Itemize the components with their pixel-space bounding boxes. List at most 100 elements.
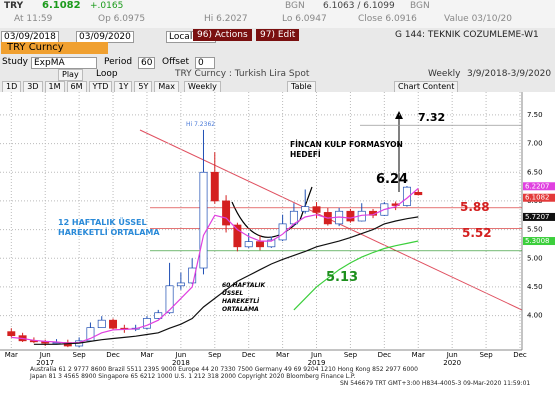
value-tag xyxy=(523,212,555,221)
chart: 4.004.505.005.506.006.507.007.50MarJunSe… xyxy=(0,92,555,367)
x-tick-label: Jun xyxy=(39,351,51,359)
period[interactable]: 60 xyxy=(138,57,156,69)
x-tick-label: Jun xyxy=(446,351,458,359)
low: Lo 6.0947 xyxy=(282,14,327,24)
candle-body xyxy=(346,210,355,222)
time: At 11:59 xyxy=(14,14,53,24)
value-tag xyxy=(523,237,555,246)
ticker: TRY xyxy=(4,1,24,11)
x-tick-label: Mar xyxy=(140,351,153,359)
value-tag-label: 5.7207 xyxy=(525,213,550,221)
x-tick-label: Dec xyxy=(106,351,120,359)
candle-body xyxy=(256,241,264,248)
plot xyxy=(0,92,522,350)
year-label: 2020 xyxy=(443,359,461,367)
level-label: 5.13 xyxy=(326,269,359,285)
candle-body xyxy=(222,200,231,226)
play-button[interactable]: Play xyxy=(58,69,83,81)
offset-label: Offset xyxy=(162,57,190,67)
value-date: Value 03/10/20 xyxy=(444,14,512,24)
x-tick-label: Mar xyxy=(412,351,425,359)
close: Close 6.0916 xyxy=(358,14,417,24)
candle-body xyxy=(244,241,253,248)
value-tag xyxy=(523,193,555,202)
actions-button[interactable]: 96) Actions xyxy=(193,29,252,41)
y-tick-label: 5.50 xyxy=(527,226,543,234)
candle-body xyxy=(97,319,106,328)
series-label: 60 HAFTALIK ÜSSEL HAREKETLİ ORTALAMA xyxy=(222,282,266,313)
candle-body xyxy=(199,171,208,269)
candle-body xyxy=(402,186,411,206)
annotation: 6.24 xyxy=(376,172,409,187)
source: BGN xyxy=(285,1,305,11)
x-tick-label: Mar xyxy=(5,351,18,359)
value-tag-label: 5.3008 xyxy=(525,237,550,245)
candle-body xyxy=(312,206,321,213)
year-label: 2017 xyxy=(36,359,54,367)
edit-button[interactable]: 97) Edit xyxy=(256,29,300,41)
y-tick-label: 6.50 xyxy=(527,168,543,176)
annotation: Hi 7.2362 xyxy=(186,121,216,128)
candle-body xyxy=(188,267,197,284)
study[interactable]: ExpMA xyxy=(31,57,97,69)
value-tag xyxy=(523,182,555,191)
high: Hi 6.2027 xyxy=(204,14,248,24)
x-tick-label: Dec xyxy=(378,351,392,359)
level-label: 7.32 xyxy=(418,111,446,125)
open: Op 6.0975 xyxy=(98,14,146,24)
x-tick-label: Sep xyxy=(73,351,87,359)
candle-body xyxy=(233,224,242,248)
annotation: FİNCAN KULP FORMASYON HEDEFİ xyxy=(290,140,403,159)
study-label: Study xyxy=(2,57,28,67)
y-tick-label: 4.50 xyxy=(527,283,543,291)
change: +.0165 xyxy=(90,1,124,11)
candle-body xyxy=(301,206,310,212)
period-label: Period xyxy=(104,57,133,67)
candle-body xyxy=(176,282,185,287)
x-tick-label: Jun xyxy=(310,351,322,359)
value-tag-label: 6.2207 xyxy=(525,182,550,190)
level-label: 5.88 xyxy=(460,199,490,214)
candle-body xyxy=(142,318,151,329)
candle-body xyxy=(109,319,118,329)
description: TRY Curncy : Turkish Lira Spot xyxy=(175,69,310,79)
series-label: 12 HAFTALIK ÜSSEL HAREKETLİ ORTALAMA xyxy=(58,218,160,237)
year-label: 2018 xyxy=(172,359,190,367)
value-tag-label: 6.1082 xyxy=(525,194,550,202)
candle-body xyxy=(165,285,174,314)
candle-body xyxy=(154,312,163,319)
candle-body xyxy=(210,171,219,202)
level-label: 5.52 xyxy=(462,226,492,241)
candle-body xyxy=(267,239,276,248)
candle-body xyxy=(7,331,16,337)
page-title: G 144: TEKNIK COZUMLEME-W1 xyxy=(395,30,539,40)
x-tick-label: Dec xyxy=(242,351,256,359)
x-tick-label: Dec xyxy=(513,351,527,359)
footer-line: Japan 81 3 4565 8900 Singapore 65 6212 1… xyxy=(30,373,356,380)
x-tick-label: Sep xyxy=(479,351,493,359)
year-label: 2019 xyxy=(308,359,326,367)
y-tick-label: 4.00 xyxy=(527,312,543,320)
footer-line: SN 546679 TRT GMT+3:00 H834-4005-3 09-Ma… xyxy=(340,380,531,387)
candle-body xyxy=(414,191,423,196)
range: 3/9/2018-3/9/2020 xyxy=(467,69,552,79)
ma-line xyxy=(293,240,419,311)
y-tick-label: 5.00 xyxy=(527,254,543,262)
loop[interactable]: Loop xyxy=(96,69,118,79)
x-tick-label: Sep xyxy=(344,351,358,359)
footer-line: Australia 61 2 9777 8600 Brazil 5511 239… xyxy=(30,366,418,373)
y-tick-label: 7.50 xyxy=(527,111,543,119)
frequency: Weekly xyxy=(428,69,461,79)
source: BGN xyxy=(410,1,430,11)
x-tick-label: Jun xyxy=(174,351,186,359)
x-tick-label: Sep xyxy=(208,351,222,359)
bid-ask: 6.1063 / 6.1099 xyxy=(323,1,395,11)
y-tick-label: 7.00 xyxy=(527,140,543,148)
ma-line xyxy=(33,216,419,345)
x-tick-label: Mar xyxy=(276,351,289,359)
offset[interactable]: 0 xyxy=(195,57,215,69)
candle-body xyxy=(278,223,287,241)
security[interactable]: TRY Curncy xyxy=(1,42,108,54)
last-price: 6.1082 xyxy=(42,0,81,11)
